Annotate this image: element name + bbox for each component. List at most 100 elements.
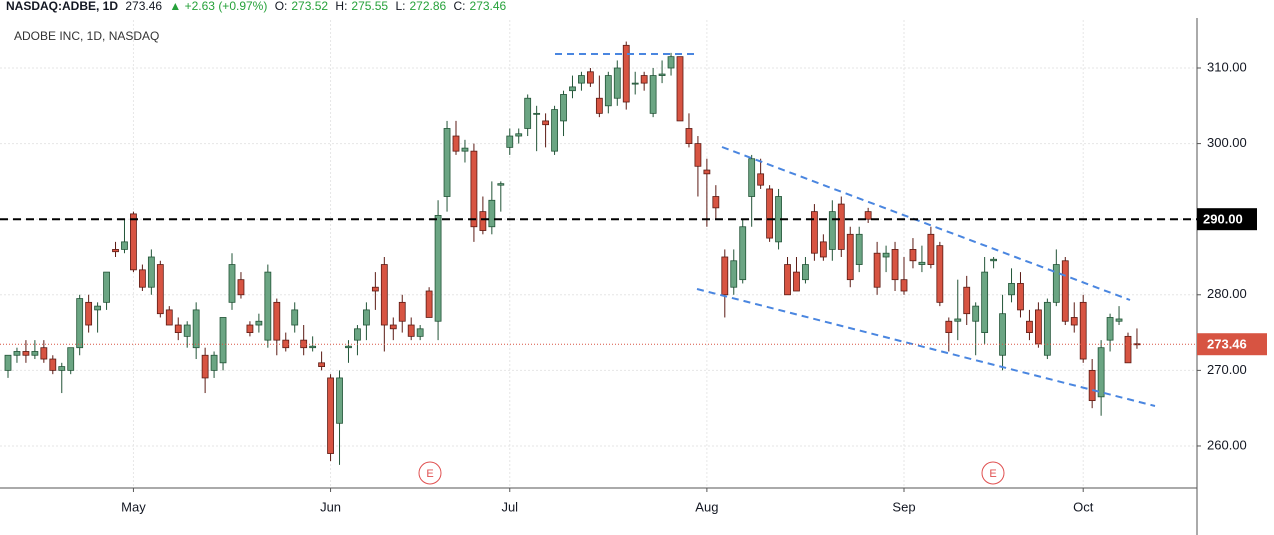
candle-body xyxy=(1106,317,1114,341)
candle-body xyxy=(192,309,200,349)
x-tick-label: Sep xyxy=(892,499,915,514)
candle-body xyxy=(4,354,12,371)
candle-body xyxy=(1097,347,1105,398)
candle-body xyxy=(336,377,343,424)
candle-body xyxy=(533,112,541,115)
candle-body xyxy=(766,188,773,239)
x-tick-label: May xyxy=(121,499,146,514)
candle-body xyxy=(407,324,415,337)
level-tag xyxy=(1197,208,1257,231)
candle-body xyxy=(273,301,281,341)
candle-body xyxy=(622,44,630,103)
candle-body xyxy=(909,249,917,262)
candle-body xyxy=(595,97,603,114)
symbol: NASDAQ:ADBE, 1D xyxy=(6,0,119,13)
candle-body xyxy=(900,279,908,292)
candle-body xyxy=(112,249,119,253)
candle-body xyxy=(13,351,21,356)
ohlc-label: C: xyxy=(453,0,466,13)
candle-body xyxy=(515,133,523,137)
candle-body xyxy=(497,183,505,186)
candle-body xyxy=(67,347,75,371)
candle-body xyxy=(990,258,997,262)
candle-body xyxy=(434,215,442,322)
earnings-label: E xyxy=(989,468,996,480)
candle-body xyxy=(40,347,48,360)
candle-body xyxy=(362,309,370,326)
trendline xyxy=(721,146,1131,301)
x-tick-label: Aug xyxy=(695,499,718,514)
y-tick-label: 270.00 xyxy=(1207,362,1247,377)
candle-body xyxy=(945,320,953,333)
candle-body xyxy=(1008,283,1015,296)
candle-body xyxy=(165,309,173,326)
candle-body xyxy=(640,75,648,84)
candle-body xyxy=(174,324,182,333)
candle-body xyxy=(130,213,137,271)
ohlc-label: H: xyxy=(335,0,348,13)
candle-body xyxy=(228,264,236,303)
candle-body xyxy=(730,260,738,288)
candle-body xyxy=(1043,301,1051,356)
candle-body xyxy=(649,75,657,114)
candle-body xyxy=(1133,343,1141,346)
candle-body xyxy=(506,135,514,148)
candle-body xyxy=(551,109,558,152)
candle-body xyxy=(524,97,532,129)
candle-body xyxy=(452,135,460,152)
candle-body xyxy=(425,290,433,318)
ohlc-value: 275.55 xyxy=(351,0,389,13)
x-tick-label: Oct xyxy=(1073,499,1094,514)
candle-body xyxy=(1115,318,1123,322)
candle-body xyxy=(569,86,576,92)
candle-body xyxy=(694,143,702,167)
candle-body xyxy=(219,317,227,364)
candle-body xyxy=(138,269,146,288)
candle-body xyxy=(389,324,397,330)
candle-body xyxy=(676,56,684,122)
candle-body xyxy=(793,271,800,292)
candle-body xyxy=(739,226,747,281)
candle-body xyxy=(784,264,791,296)
candle-body xyxy=(479,211,487,231)
candle-body xyxy=(156,264,164,315)
price-tag xyxy=(1197,333,1267,356)
candle-body xyxy=(264,271,272,341)
watermark: ADOBE INC, 1D, NASDAQ xyxy=(14,29,159,43)
candle-body xyxy=(327,377,334,454)
candle-body xyxy=(443,128,451,197)
earnings-label: E xyxy=(426,468,433,480)
candle-body xyxy=(667,56,675,69)
x-tick-label: Jun xyxy=(320,499,341,514)
candle-body xyxy=(963,286,971,315)
candle-body xyxy=(398,301,406,322)
candle-body xyxy=(587,71,594,84)
candles xyxy=(4,41,1141,465)
candle-body xyxy=(470,150,478,228)
candle-body xyxy=(255,320,263,326)
candle-body xyxy=(864,211,872,220)
candle-body xyxy=(183,324,191,337)
legend-header: NASDAQ:ADBE, 1D 273.46 ▲ +2.63 (+0.97%) … xyxy=(6,0,510,14)
candle-body xyxy=(1070,317,1078,326)
candle-body xyxy=(954,318,962,322)
candle-body xyxy=(837,203,845,250)
candle-body xyxy=(828,211,836,250)
candle-body xyxy=(819,241,827,258)
candle-body xyxy=(927,233,935,265)
candle-body xyxy=(1079,301,1087,360)
candle-body xyxy=(712,196,720,209)
candle-body xyxy=(1052,264,1060,303)
candle-body xyxy=(873,252,881,288)
candle-body xyxy=(1124,335,1132,364)
candle-body xyxy=(103,271,110,303)
earnings-marker xyxy=(981,461,1005,485)
candle-body xyxy=(891,249,899,281)
candle-body xyxy=(121,241,128,250)
candle-body xyxy=(578,75,585,84)
candle-body xyxy=(981,271,989,333)
level-tag-label: 290.00 xyxy=(1203,212,1243,227)
candle-body xyxy=(1035,309,1042,345)
